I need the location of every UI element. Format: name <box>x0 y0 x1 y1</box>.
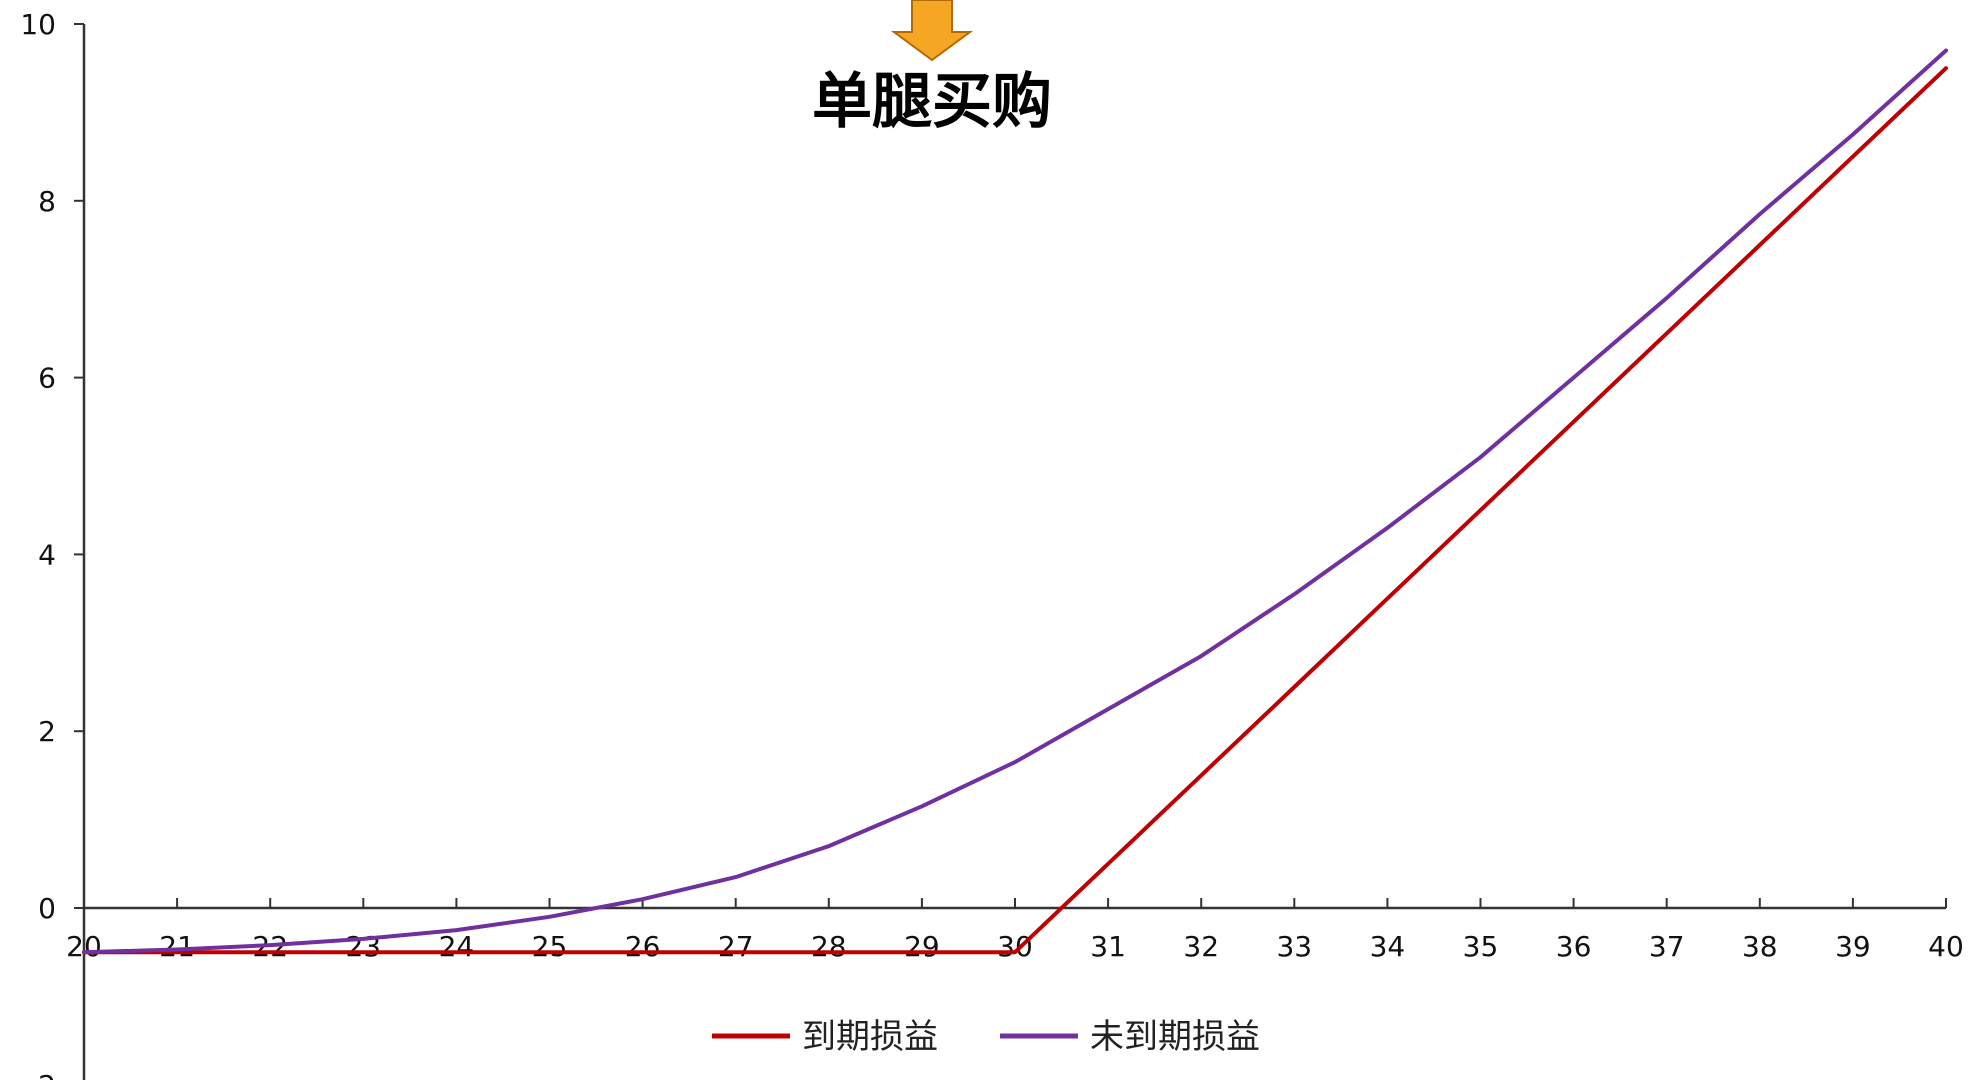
legend: 到期损益 未到期损益 <box>712 1017 1260 1057</box>
series-line-2 <box>82 48 1948 955</box>
x-tick-label: 31 <box>1090 930 1126 963</box>
series-line-1 <box>82 66 1948 955</box>
x-tick-label: 38 <box>1742 930 1778 963</box>
x-tick-label: 20 <box>66 930 102 963</box>
x-tick-label: 21 <box>159 930 195 963</box>
y-tick-label: 0 <box>38 892 56 925</box>
x-tick-label: 35 <box>1463 930 1499 963</box>
legend-label: 未到期损益 <box>1090 1017 1260 1057</box>
series-group <box>82 48 1948 955</box>
x-tick-label: 27 <box>718 930 754 963</box>
y-tick-label: 8 <box>38 185 56 218</box>
x-tick-label: 33 <box>1276 930 1312 963</box>
x-tick-label: 40 <box>1928 930 1964 963</box>
y-tick-label: 4 <box>38 538 56 571</box>
x-tick-label: 37 <box>1649 930 1685 963</box>
down-arrow-icon <box>890 0 974 62</box>
x-tick-label: 23 <box>345 930 381 963</box>
x-tick-label: 29 <box>904 930 940 963</box>
y-tick-label: 2 <box>38 715 56 748</box>
x-tick-label: 24 <box>439 930 475 963</box>
x-tick-label: 25 <box>532 930 568 963</box>
x-tick-label: 36 <box>1556 930 1592 963</box>
x-tick-label: 26 <box>625 930 661 963</box>
legend-label: 到期损益 <box>802 1017 938 1057</box>
annotation-group: 单腿买购 <box>812 0 1052 137</box>
x-tick-label: 32 <box>1183 930 1219 963</box>
x-tick-label: 39 <box>1835 930 1871 963</box>
x-tick-label: 34 <box>1370 930 1406 963</box>
y-tick-label: -2 <box>28 1069 56 1080</box>
y-tick-label: 10 <box>20 8 56 41</box>
y-tick-label: 6 <box>38 362 56 395</box>
x-tick-label: 28 <box>811 930 847 963</box>
x-tick-label: 30 <box>997 930 1033 963</box>
axes-group: -202468102021222324252627282930313233343… <box>20 8 1964 1080</box>
annotation-text: 单腿买购 <box>812 67 1052 137</box>
